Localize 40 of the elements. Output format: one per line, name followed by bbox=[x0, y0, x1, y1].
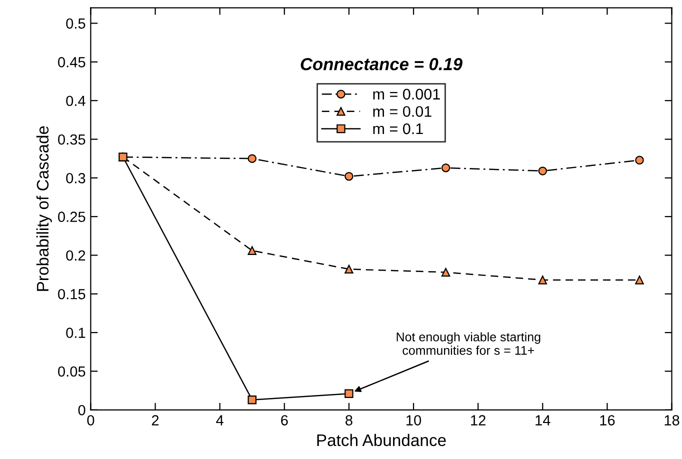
x-tick-label: 14 bbox=[536, 415, 550, 426]
point bbox=[248, 246, 256, 255]
y-tick-label: 0.15 bbox=[58, 289, 86, 300]
x-tick-label: 18 bbox=[664, 415, 680, 426]
point bbox=[248, 395, 256, 404]
point bbox=[344, 172, 354, 181]
point bbox=[635, 156, 644, 165]
point bbox=[248, 154, 256, 163]
legend-label: m = 0.01 bbox=[373, 106, 432, 117]
legend-label: m = 0.1 bbox=[373, 123, 423, 134]
point bbox=[441, 268, 450, 277]
y-tick-label: 0.2 bbox=[66, 250, 86, 261]
x-tick-label: 0 bbox=[87, 415, 94, 426]
y-tick-label: 0.5 bbox=[66, 18, 86, 29]
point bbox=[344, 264, 354, 274]
annotation: Not enough viable starting communities for s = 11+ bbox=[396, 332, 540, 355]
point bbox=[538, 166, 548, 176]
y-tick-label: 0.05 bbox=[58, 366, 86, 377]
x-axis-title: Patch Abundance bbox=[317, 434, 446, 446]
y-tick-label: 0 bbox=[78, 404, 86, 416]
y-tick-label: 0.3 bbox=[66, 173, 86, 184]
y-tick-label: 0.45 bbox=[58, 57, 86, 68]
x-tick-label: 10 bbox=[406, 415, 422, 426]
x-tick-label: 8 bbox=[346, 415, 352, 426]
legend-label: m = 0.001 bbox=[373, 88, 440, 100]
x-tick-label: 6 bbox=[281, 415, 288, 426]
text: Connectance = 0.19 bbox=[300, 58, 462, 70]
x-tick-label: 2 bbox=[152, 415, 159, 426]
y-tick-label: 0.35 bbox=[58, 134, 86, 145]
x-tick-label: 12 bbox=[471, 415, 486, 426]
x-tick-label: 16 bbox=[600, 415, 615, 426]
point bbox=[344, 389, 354, 398]
y-axis-title: Probability of Cascade bbox=[36, 126, 52, 291]
point bbox=[441, 163, 450, 172]
x-tick-label: 4 bbox=[216, 415, 224, 426]
point bbox=[635, 276, 644, 284]
y-tick-label: 0.25 bbox=[58, 212, 86, 222]
y-tick-label: 0.1 bbox=[66, 328, 86, 338]
point bbox=[538, 276, 548, 284]
y-tick-label: 0.4 bbox=[66, 96, 86, 106]
